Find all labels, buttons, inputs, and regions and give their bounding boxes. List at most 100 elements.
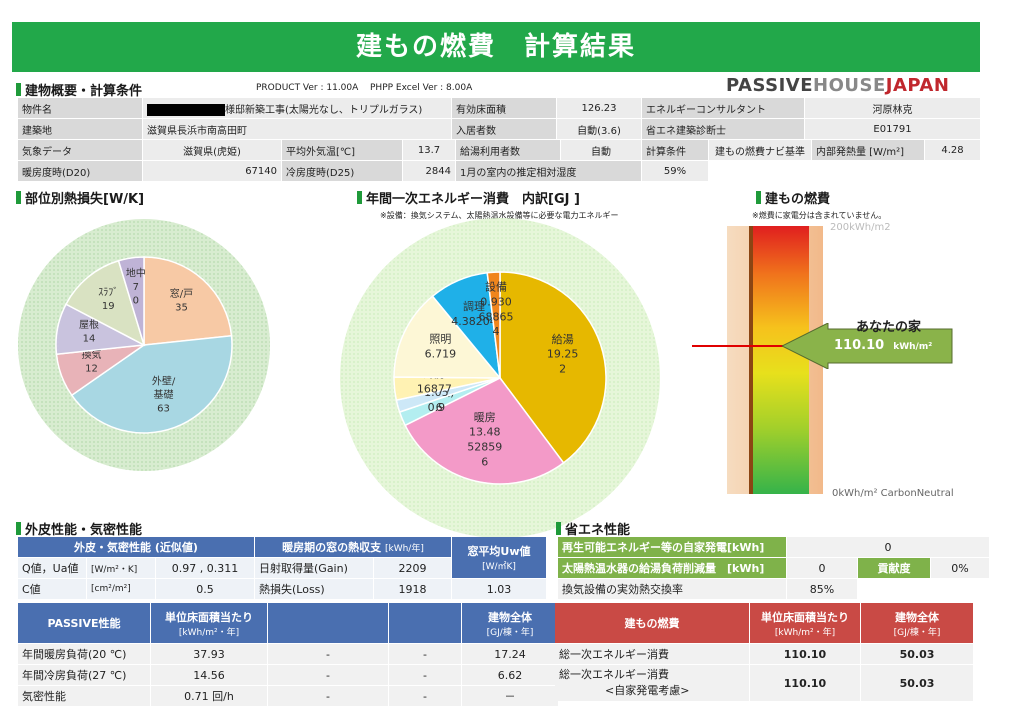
overview-table: 物件名 様邸新築工事(太陽光なし、トリプルガラス) 有効床面積 126.23 エ… (17, 97, 981, 140)
label-site: 建築地 (18, 119, 142, 139)
product-version: PRODUCT Ver : 11.00A (256, 83, 359, 93)
pie-label-3: 屋根 14 (79, 318, 99, 345)
overview-row: 建築地 滋賀県長浜市南高田町 入居者数 自動(3.6) 省エネ建築診断士 E01… (18, 119, 980, 139)
fuel-col2-head: 建物全体 [GJ/棟・年] (861, 603, 973, 643)
solar-reduction-label: 太陽熱温水器の給湯負荷削減量 [kWh] (558, 558, 786, 578)
value-site: 滋賀県長浜市南高田町 (143, 119, 451, 139)
value-avg-temp: 13.7 (403, 140, 455, 160)
passive-col2-head (268, 603, 388, 643)
pie-label-0: 窓/戸 35 (170, 287, 193, 314)
gauge-left-edge (749, 226, 753, 494)
pie-slice-0 (143, 256, 233, 346)
value-consultant: 河原林克 (805, 98, 980, 118)
overview-table-2: 気象データ 滋賀県(虎姫) 平均外気温[℃] 13.7 給湯利用者数 自動 計算… (17, 139, 981, 182)
c-label: C値 (18, 579, 86, 599)
energy-section-title: 年間一次エネルギー消費 内訳[GJ ] (357, 188, 580, 207)
total-energy-per-area: 110.10 (750, 644, 860, 664)
uw-value: 1.03 (452, 579, 546, 599)
heat-loss-section-title: 部位別熱損失[W/K] (16, 188, 144, 207)
eco-section-title: 省エネ性能 (556, 519, 630, 538)
label-internal-gain: 内部発熱量 [W/m²] (812, 140, 924, 160)
q-label: Q値，Ua値 (18, 558, 86, 578)
phpp-version: PHPP Excel Ver : 8.00A (370, 83, 473, 93)
value-hotwater-users: 自動 (561, 140, 641, 160)
label-property: 物件名 (18, 98, 142, 118)
pie-slice-5 (393, 295, 502, 379)
passive-row: 気密性能 0.71 回/h - - － (18, 686, 558, 706)
gauge-bar (753, 226, 809, 494)
pie-label-0: 給湯 19.25 2 (547, 332, 579, 376)
value-weather: 滋賀県(虎姫) (143, 140, 281, 160)
label-hotwater-users: 給湯利用者数 (456, 140, 560, 160)
c-value: 0.5 (156, 579, 254, 599)
pie-label-7: 設備 0.930 68865 4 (479, 280, 514, 339)
uw-head: 窓平均Uw値 [W/㎡K] (452, 537, 546, 578)
envelope-table: 外皮・気密性能 (近似値) 暖房期の窓の熱収支 [kWh/年] 窓平均Uw値 [W… (17, 536, 547, 600)
gain-label: 日射取得量(Gain) (255, 558, 373, 578)
page-banner: 建もの燃費 計算結果 (12, 22, 980, 72)
label-diagnostician: 省エネ建築診断士 (642, 119, 804, 139)
pie-label-4: ｽﾗﾌﾞ 19 (98, 286, 118, 312)
passive-col4-head: 建物全体 [GJ/棟・年] (462, 603, 558, 643)
q-unit: [W/m²・K] (87, 558, 155, 578)
value-floor-area: 126.23 (557, 98, 641, 118)
overview-title: 建物概要・計算条件 (25, 84, 143, 99)
pie-label-1: 外壁/基礎 63 (152, 374, 176, 414)
overview-section-title: 建物概要・計算条件 (16, 80, 142, 99)
value-occupants: 自動(3.6) (557, 119, 641, 139)
q-value: 0.97 , 0.311 (156, 558, 254, 578)
value-cooling-degree: 2844 (403, 161, 455, 181)
value-property: 様邸新築工事(太陽光なし、トリプルガラス) (143, 98, 451, 118)
passive-table: PASSIVE性能 単位床面積当たり [kWh/m²・年] 建物全体 [GJ/棟・年… (17, 602, 559, 707)
passive-col1-head: 単位床面積当たり [kWh/m²・年] (151, 603, 267, 643)
redacted-name (147, 103, 225, 116)
renewable-label: 再生可能エネルギー等の自家発電[kWh] (558, 537, 786, 557)
loss-label: 熱損失(Loss) (255, 579, 373, 599)
label-weather: 気象データ (18, 140, 142, 160)
pie-label-5: 地中 7 0 (126, 267, 146, 307)
pie-slice-0 (499, 271, 607, 464)
label-occupants: 入居者数 (452, 119, 556, 139)
label-humidity: 1月の室内の推定相対湿度 (456, 161, 641, 181)
eco-table: 再生可能エネルギー等の自家発電[kWh] 0 太陽熱温水器の給湯負荷削減量 [k… (557, 536, 990, 600)
pie-slice-1 (70, 334, 233, 434)
envelope-section-title: 外皮性能・気密性能 (16, 519, 142, 538)
pie-slice-7 (486, 271, 501, 379)
gauge-value: 110.10 kWh/m² (834, 338, 933, 354)
overview-row: 気象データ 滋賀県(虎姫) 平均外気温[℃] 13.7 給湯利用者数 自動 計算… (18, 140, 980, 160)
label-calc-condition: 計算条件 (642, 140, 708, 160)
total-energy-self-gen-label: 総一次エネルギー消費 <自家発電考慮> (555, 665, 749, 701)
pie-slice-5 (117, 256, 145, 346)
label-avg-temp: 平均外気温[℃] (282, 140, 402, 160)
total-energy-self-gen-per-area: 110.10 (750, 665, 860, 701)
passive-house-japan-logo: PASSIVEHOUSEJAPAN (726, 75, 950, 96)
fuel-section-title: 建もの燃費 (756, 188, 830, 207)
value-humidity: 59% (642, 161, 708, 181)
pie-label-5: 照明 6.719 (425, 332, 457, 360)
passive-row: 年間冷房負荷(27 ℃) 14.56 - - 6.62 (18, 665, 558, 685)
contribution-label: 貢献度 (858, 558, 930, 578)
pie-label-1: 暖房 13.48 52859 6 (467, 411, 502, 469)
gauge-you-label: あなたの家 (856, 320, 922, 336)
energy-pie: 給湯19.252暖房13.48528596(潜熱)6(除湿)1.050.9冷房1… (393, 271, 607, 485)
value-heating-degree: 67140 (143, 161, 281, 181)
label-floor-area: 有効床面積 (452, 98, 556, 118)
heat-exchange-label: 換気設備の実効熱交換率 (558, 579, 786, 599)
overview-row: 物件名 様邸新築工事(太陽光なし、トリプルガラス) 有効床面積 126.23 エ… (18, 98, 980, 118)
label-consultant: エネルギーコンサルタント (642, 98, 804, 118)
window-balance-head: 暖房期の窓の熱収支 [kWh/年] (255, 537, 451, 557)
gauge-arrow (782, 323, 953, 370)
total-energy-self-gen-whole: 50.03 (861, 665, 973, 701)
gauge-marker-line (692, 345, 807, 348)
label-cooling-degree: 冷房度時(D25) (282, 161, 402, 181)
value-diagnostician: E01791 (805, 119, 980, 139)
fuel-col1-head: 単位床面積当たり [kWh/m²・年] (750, 603, 860, 643)
solar-reduction-value: 0 (787, 558, 857, 578)
total-energy-whole: 50.03 (861, 644, 973, 664)
passive-head: PASSIVE性能 (18, 603, 150, 643)
envelope-head: 外皮・気密性能 (近似値) (18, 537, 254, 557)
fuel-head: 建もの燃費 (555, 603, 749, 643)
passive-col3-head (389, 603, 461, 643)
